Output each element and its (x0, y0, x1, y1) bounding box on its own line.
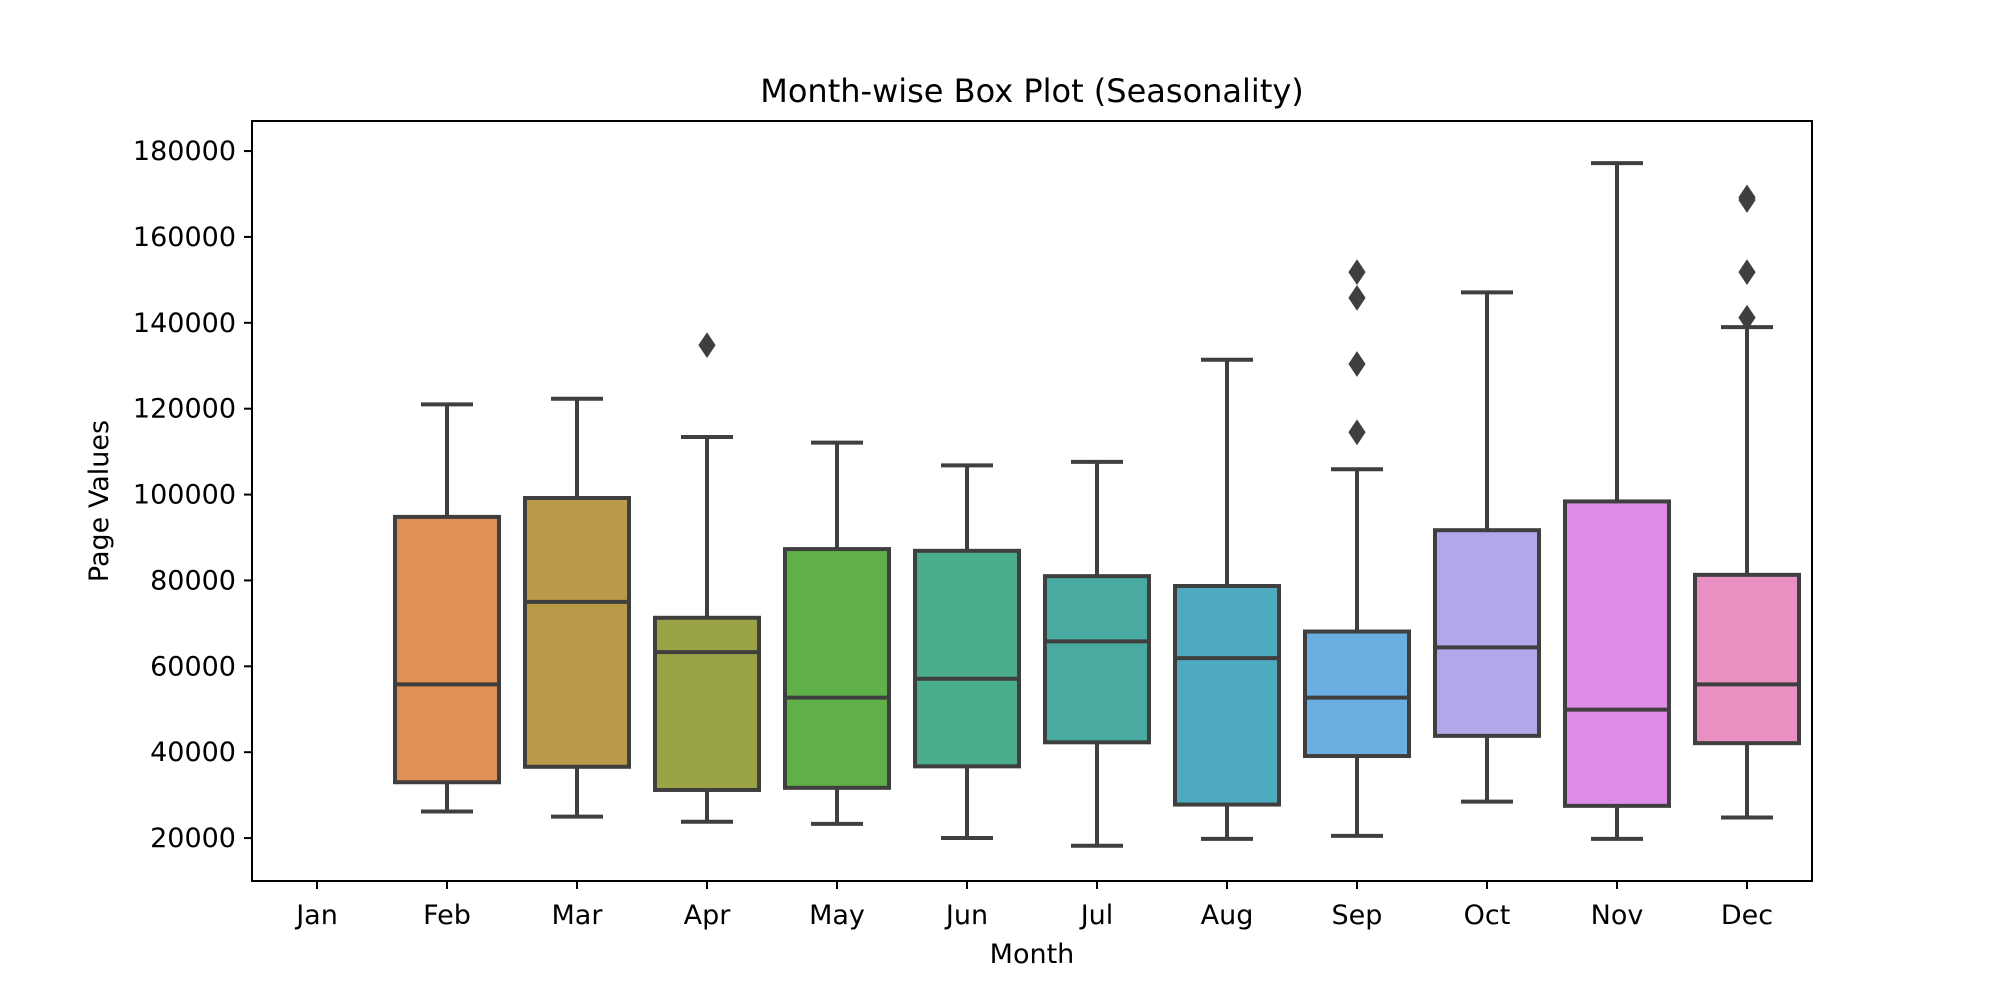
y-axis-title: Page Values (84, 420, 115, 582)
outlier-point (1738, 304, 1756, 331)
x-tick-label: Nov (1591, 900, 1644, 931)
x-tick-label: Sep (1332, 900, 1383, 931)
box-iqr (913, 548, 1021, 769)
box-iqr (1563, 499, 1671, 808)
x-tick-label: Jun (944, 900, 988, 931)
y-tick-label: 160000 (133, 222, 236, 253)
box-dec (1693, 184, 1801, 820)
y-tick-label: 40000 (150, 737, 236, 768)
outlier-point (1738, 259, 1756, 286)
x-tick-label: May (809, 900, 865, 931)
y-tick-label: 60000 (150, 651, 236, 682)
x-tick-label: Oct (1464, 900, 1511, 931)
box-aug (1173, 357, 1281, 841)
box-jul (1043, 459, 1151, 848)
plot-area-frame (251, 120, 1813, 882)
box-iqr (1173, 584, 1281, 807)
outlier-point (1348, 259, 1366, 286)
x-tick-label: Dec (1721, 900, 1773, 931)
chart-title: Month-wise Box Plot (Seasonality) (760, 72, 1304, 110)
x-tick-label: Jul (1079, 900, 1114, 931)
box-nov (1563, 161, 1671, 841)
box-jun (913, 463, 1021, 841)
x-axis: Jan Feb Mar Apr May Jun Jul Aug Sep Oct Nov Dec (294, 881, 1773, 931)
box-apr (653, 332, 761, 824)
box-iqr (393, 514, 501, 785)
y-tick-label: 20000 (150, 823, 236, 854)
x-tick-label: Jan (294, 900, 338, 931)
y-tick-label: 100000 (133, 480, 236, 511)
x-tick-label: Feb (423, 900, 471, 931)
x-axis-title: Month (990, 939, 1075, 970)
y-tick-label: 140000 (133, 308, 236, 339)
outlier-point (1348, 351, 1366, 377)
outlier-point (1738, 184, 1756, 211)
box-iqr (523, 495, 631, 769)
box-mar (523, 396, 631, 819)
x-tick-label: Aug (1201, 900, 1254, 931)
y-tick-label: 80000 (150, 565, 236, 596)
box-iqr (783, 547, 891, 790)
outlier-point (1348, 285, 1366, 311)
box-sep (1303, 259, 1411, 838)
boxes-layer (393, 161, 1801, 848)
y-tick-label: 180000 (133, 136, 236, 167)
outlier-point (1348, 419, 1366, 446)
box-may (783, 440, 891, 826)
x-tick-label: Apr (684, 900, 732, 931)
outlier-point (698, 332, 716, 359)
y-axis: 20000 40000 60000 80000 100000 120000 140000 16… (133, 136, 252, 854)
box-oct (1433, 290, 1541, 804)
box-iqr (1043, 574, 1151, 745)
box-iqr (1693, 572, 1801, 746)
box-iqr (1303, 629, 1411, 759)
x-tick-label: Mar (552, 900, 604, 931)
box-iqr (653, 615, 761, 792)
box-iqr (1433, 528, 1541, 738)
y-tick-label: 120000 (133, 394, 236, 425)
box-feb (393, 402, 501, 814)
